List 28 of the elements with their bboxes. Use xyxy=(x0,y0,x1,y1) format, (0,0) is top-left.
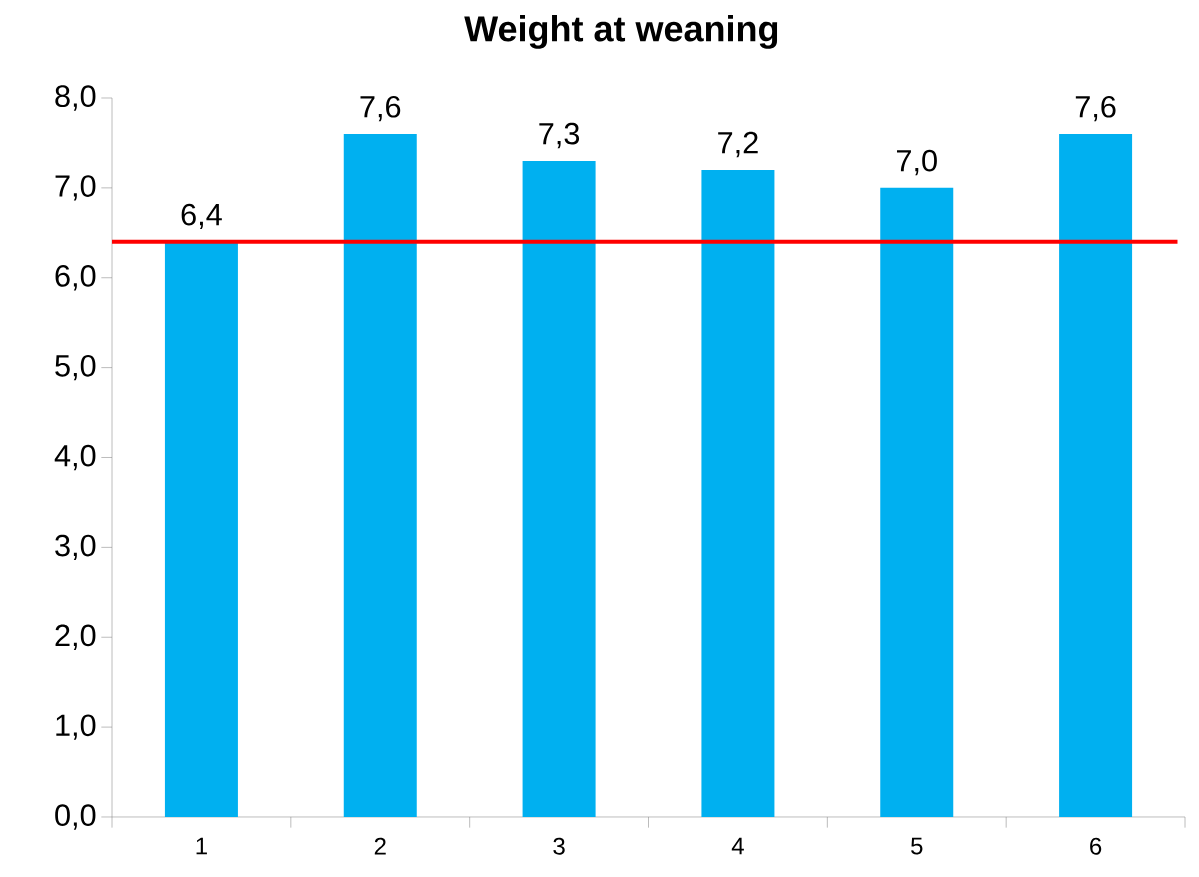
data-label: 7,2 xyxy=(718,131,758,158)
data-label: 6,4 xyxy=(181,203,222,230)
bar xyxy=(880,187,954,817)
bar xyxy=(701,169,775,817)
bar xyxy=(164,241,238,817)
x-tick-label: 3 xyxy=(553,837,565,855)
y-tick-label: 5,0 xyxy=(55,354,96,381)
y-tick-label: 7,0 xyxy=(55,175,96,201)
data-label: 7,6 xyxy=(360,95,401,122)
y-tick-label: 4,0 xyxy=(54,444,96,471)
x-tick-label: 1 xyxy=(196,837,207,855)
y-tick-label: 1,0 xyxy=(56,714,96,740)
y-tick-label: 3,0 xyxy=(55,534,96,561)
bar xyxy=(343,133,417,817)
y-tick-label: 2,0 xyxy=(55,624,96,650)
data-label: 7,6 xyxy=(1075,95,1116,122)
chart-title: Weight at weaning xyxy=(464,15,778,49)
x-tick-label: 6 xyxy=(1090,837,1102,855)
data-label: 7,0 xyxy=(897,149,937,176)
x-tick-label: 2 xyxy=(374,837,386,855)
y-tick-label: 0,0 xyxy=(55,804,96,830)
bar xyxy=(1059,133,1133,817)
x-tick-label: 5 xyxy=(911,837,923,855)
bar xyxy=(522,160,596,817)
data-label: 7,3 xyxy=(539,122,580,149)
x-tick-label: 4 xyxy=(731,837,744,855)
y-tick-label: 6,0 xyxy=(55,265,96,291)
y-tick-label: 8,0 xyxy=(55,85,96,111)
